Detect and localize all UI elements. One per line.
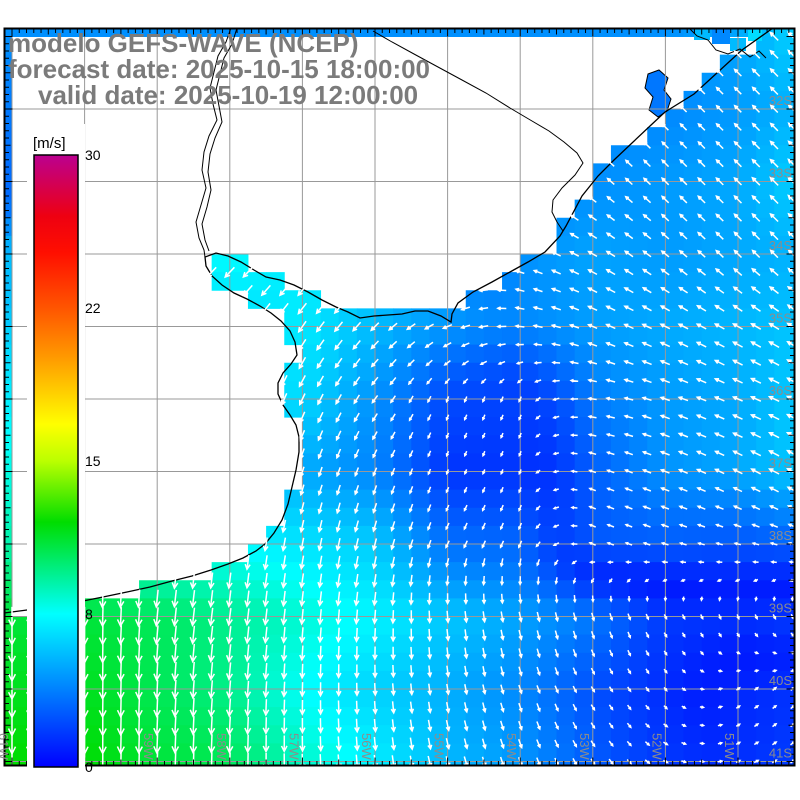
lon-tick-label: 56W	[359, 733, 374, 760]
river-line	[372, 30, 584, 232]
lon-tick-label: 55W	[432, 733, 447, 760]
colorbar-tick-label: 0	[85, 759, 93, 775]
lat-tick-label: 40S	[769, 673, 792, 688]
colorbar: [m/s] 30 22 15 8 0	[27, 124, 101, 775]
lat-tick-label: 37S	[769, 456, 792, 471]
lat-tick-label: 35S	[769, 311, 792, 326]
lon-tick-label: 54W	[504, 733, 519, 760]
colorbar-tick-label: 15	[85, 453, 101, 469]
colorbar-tick-label: 30	[85, 147, 101, 163]
valid-date: valid date: 2025-10-19 12:00:00	[38, 80, 419, 110]
lat-tick-label: 36S	[769, 383, 792, 398]
lat-tick-label: 34S	[769, 238, 792, 253]
lat-tick-label: 33S	[769, 166, 792, 181]
plot-frame	[3, 27, 796, 767]
river-line	[201, 27, 238, 252]
lon-tick-label: 59W	[141, 733, 156, 760]
lon-tick-label: 57W	[286, 733, 301, 760]
lat-tick-label: 38S	[769, 528, 792, 543]
colorbar-gradient	[33, 154, 79, 768]
lon-tick-label: 61W	[0, 733, 11, 760]
river-line	[195, 27, 232, 258]
speed-field-cells	[5, 29, 794, 765]
lon-tick-label: 51W	[722, 733, 737, 760]
colorbar-tick-label: 8	[85, 606, 93, 622]
lat-tick-label: 32S	[769, 93, 792, 108]
model-title: modelo GEFS-WAVE (NCEP)	[8, 28, 359, 58]
lat-tick-label: 39S	[769, 601, 792, 616]
forecast-date: forecast date: 2025-10-15 18:00:00	[8, 54, 431, 84]
lat-tick-label: 41S	[769, 746, 792, 761]
colorbar-unit: [m/s]	[33, 135, 66, 152]
lon-tick-label: 58W	[214, 733, 229, 760]
coastline	[3, 27, 774, 614]
lon-tick-label: 53W	[577, 733, 592, 760]
lon-tick-label: 52W	[649, 733, 664, 760]
colorbar-tick-label: 22	[85, 300, 101, 316]
